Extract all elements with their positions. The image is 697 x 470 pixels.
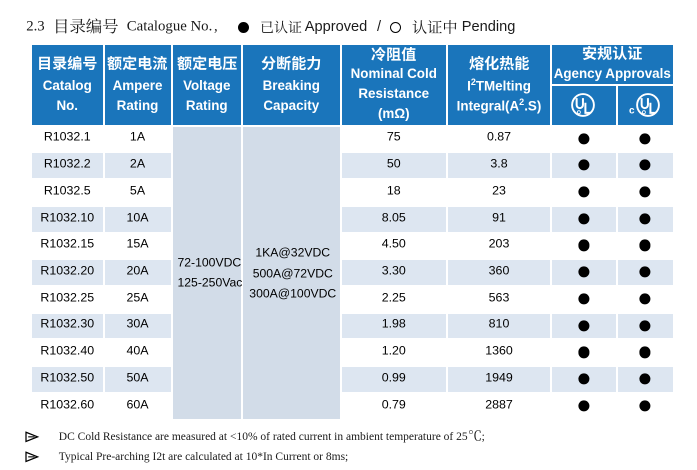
svg-text:c: c [629, 106, 635, 117]
